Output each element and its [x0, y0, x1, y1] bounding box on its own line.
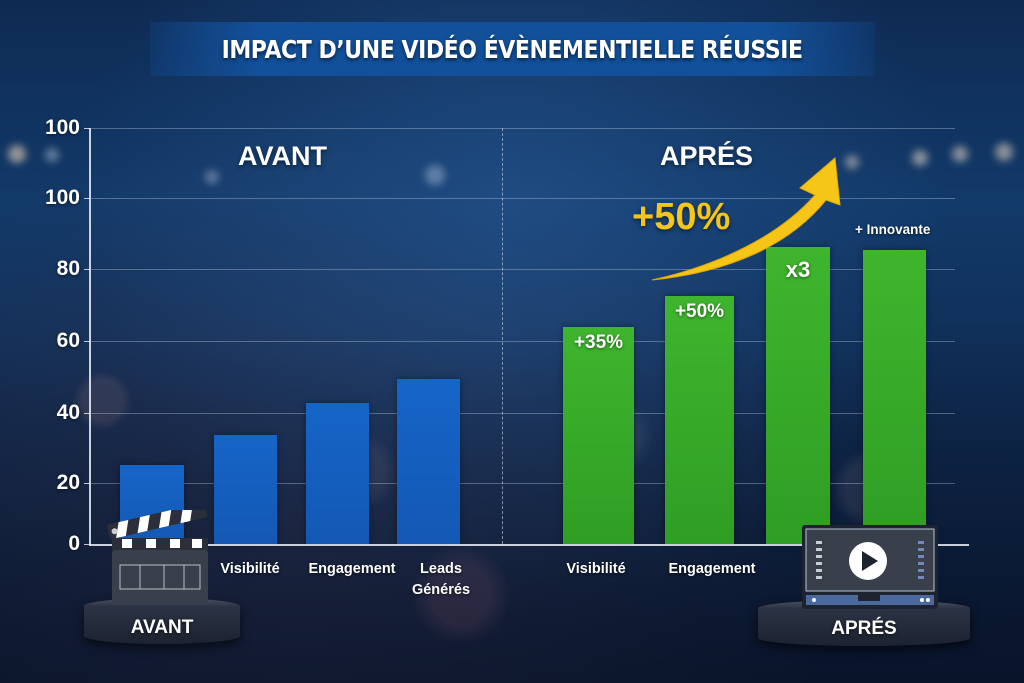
bokeh-light [45, 148, 59, 162]
title-banner: IMPACT D’UNE VIDÉO ÉVÈNEMENTIELLE RÉUSSI… [150, 22, 875, 76]
y-tick-label: 20 [56, 471, 80, 494]
section-title-after: APRÉS [660, 141, 754, 171]
gridline [88, 198, 955, 199]
gridline [88, 483, 955, 484]
before-after-divider [502, 128, 503, 544]
x-label-after-visibilite: Visibilité [566, 561, 626, 577]
bar-after-engagement: +50% [665, 296, 734, 544]
x-label-before-engagement: Engagement [308, 561, 396, 577]
bar-before-leads [397, 379, 460, 544]
x-axis [89, 544, 969, 546]
bar-label: +50% [674, 301, 725, 322]
pedestal-before: AVANT [84, 598, 240, 644]
bokeh-light [425, 165, 445, 185]
y-tick-mark [84, 544, 90, 545]
pedestal-label-after: APRÉS [831, 618, 897, 639]
gridline [88, 128, 955, 129]
growth-percentage: +50% [632, 196, 731, 238]
x-label-before-visibilite: Visibilité [220, 561, 280, 577]
gridline [88, 341, 955, 342]
growth-arrow-icon [651, 157, 841, 281]
bar-before-engagement [306, 403, 369, 544]
pedestal-label-before: AVANT [130, 617, 194, 638]
chart-title: IMPACT D’UNE VIDÉO ÉVÈNEMENTIELLE RÉUSSI… [222, 34, 803, 64]
bar-label: +35% [573, 332, 624, 353]
bar-after-3: x3 [766, 247, 830, 544]
y-tick-mark [84, 413, 90, 414]
y-tick-mark [84, 128, 90, 129]
bokeh-light [995, 143, 1013, 161]
y-tick-mark [84, 483, 90, 484]
y-tick-label: 80 [56, 257, 80, 280]
bar-after-visibilite: +35% [563, 327, 634, 544]
bar-after-4 [863, 250, 926, 544]
x-label-line: Générés [411, 582, 471, 598]
y-tick-mark [84, 341, 90, 342]
gridline [88, 269, 955, 270]
laptop-play-icon [802, 525, 938, 609]
bokeh-light [205, 170, 219, 184]
clapperboard-icon [107, 510, 208, 605]
bokeh-light [952, 146, 968, 162]
x-label-after-engagement: Engagement [668, 561, 756, 577]
innovante-annotation: + Innovante [855, 222, 931, 237]
gridline [88, 413, 955, 414]
bokeh-light [8, 145, 26, 163]
y-tick-mark [84, 269, 90, 270]
y-tick-label: 40 [56, 401, 80, 424]
x-label-before-leads: Leads Générés [400, 559, 482, 601]
y-tick-label: 100 [44, 186, 80, 209]
bokeh-light [912, 150, 928, 166]
y-axis [89, 128, 91, 545]
y-tick-label: 100 [44, 116, 80, 139]
bar-label: x3 [785, 257, 811, 282]
y-tick-label: 60 [56, 329, 80, 352]
bar-before-visibilite [214, 435, 277, 544]
x-label-line: Leads [420, 561, 462, 577]
y-tick-label: 0 [68, 532, 80, 555]
section-title-before: AVANT [238, 141, 327, 171]
y-tick-mark [84, 198, 90, 199]
